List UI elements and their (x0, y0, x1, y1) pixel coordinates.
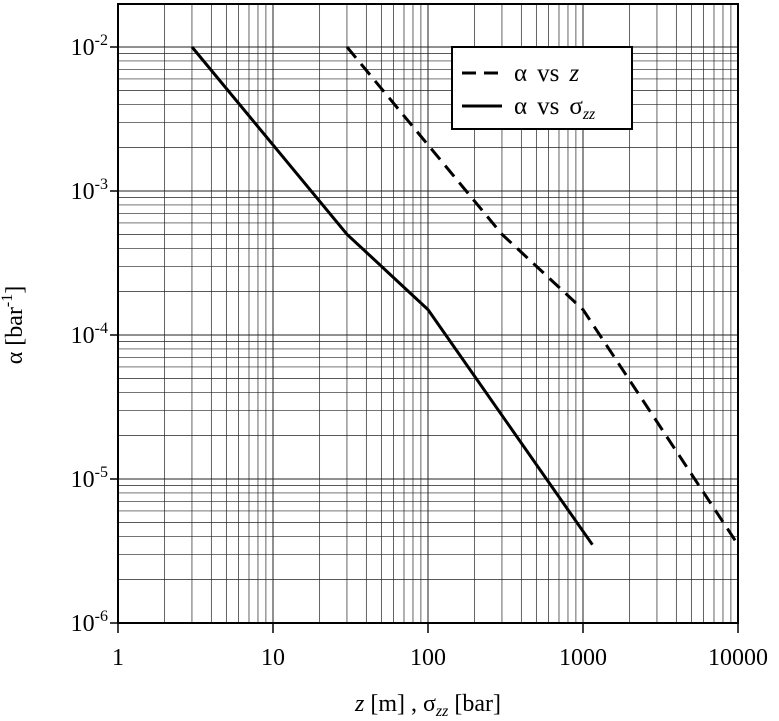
y-tick-label: 10-5 (71, 464, 108, 493)
y-axis-ticks: 10-2 10-3 10-4 10-5 10-6 (71, 32, 118, 637)
y-tick-label: 10-6 (71, 608, 108, 637)
x-tick-label: 1 (112, 645, 124, 671)
series-line-alpha-vs-z (345, 46, 740, 546)
y-axis-label: α [bar-1] (0, 286, 28, 365)
legend: α vs z α vs σzz (451, 46, 633, 130)
legend-label-alpha-vs-z: α vs z (514, 60, 579, 87)
legend-label-alpha-vs-sigma: α vs σzz (514, 93, 596, 123)
series-layer (190, 46, 740, 546)
x-tick-label: 10000 (708, 645, 768, 671)
x-tick-label: 10 (261, 645, 285, 671)
x-tick-label: 100 (410, 645, 446, 671)
y-tick-label: 10-2 (71, 32, 108, 61)
x-axis-label-unit: [bar] (448, 691, 501, 717)
y-axis-label-sup: -1 (0, 294, 16, 307)
y-tick-label: 10-3 (71, 176, 108, 205)
x-axis-label-sub: zz (435, 703, 449, 720)
x-tick-label: 1000 (559, 645, 607, 671)
series-line-alpha-vs-sigma (190, 46, 594, 546)
y-tick-label: 10-4 (71, 320, 108, 349)
y-axis-label-close: ] (2, 286, 28, 294)
y-axis-label-main: α [bar (2, 307, 28, 364)
grid (118, 3, 738, 623)
x-axis-label: z [m] , σzz [bar] (354, 691, 501, 720)
x-axis-ticks: 1 10 100 1000 10000 (112, 623, 768, 671)
x-axis-label-sigma: σ (423, 691, 436, 717)
x-axis-label-z: z (354, 691, 365, 717)
legend-box (451, 46, 633, 130)
x-axis-label-rest: [m] , (364, 691, 423, 717)
